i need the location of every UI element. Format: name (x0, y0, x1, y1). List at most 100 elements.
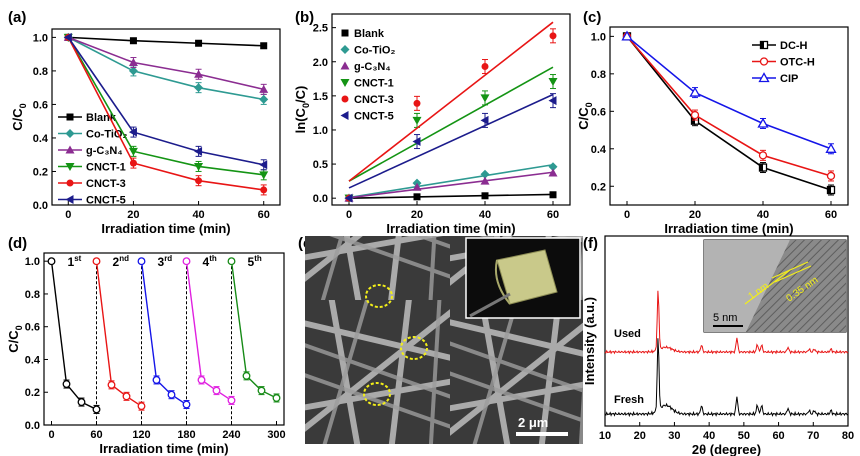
data-point (341, 95, 349, 103)
data-point (194, 146, 203, 156)
fit-line (348, 163, 554, 199)
data-point (194, 83, 204, 93)
y-tick-label: 1.0 (591, 31, 606, 43)
cycle-number: 3 (158, 255, 165, 269)
hrtem-scale-label: 5 nm (713, 312, 737, 324)
data-point (480, 176, 490, 185)
data-point (259, 94, 269, 104)
legend-label: CNCT-1 (354, 78, 394, 90)
data-point (481, 192, 489, 200)
x-tick-label: 70 (807, 430, 819, 442)
xrd-fresh-curve (604, 338, 849, 418)
legend-label: CNCT-5 (354, 111, 394, 123)
data-point-fill (760, 41, 764, 49)
legend-label: CIP (780, 73, 798, 85)
data-point (92, 257, 101, 266)
data-point (212, 386, 221, 395)
chart-a: 0 20 40 60 0.0 0.2 0.4 0.6 0.8 1.0 Irradiation tim… (10, 28, 281, 236)
x-axis-label: Irradiation time (min) (101, 221, 230, 236)
hrtem-inset: 1 nm 0.35 nm 5 nm (703, 239, 847, 333)
data-point (344, 193, 353, 203)
y-tick-label: 0.4 (591, 144, 607, 156)
x-tick-label: 60 (547, 209, 559, 221)
data-point (758, 151, 768, 160)
y-tick-label: 1.0 (33, 32, 48, 44)
data-point (65, 163, 75, 171)
label-part: C (576, 107, 591, 117)
legend-label: g-C₃N₄ (354, 61, 391, 73)
data-point (341, 29, 349, 37)
sem-scale-bar (516, 432, 568, 436)
panel-label-c: (c) (583, 9, 601, 26)
y-tick-label: 2.0 (313, 57, 328, 69)
data-point (549, 32, 557, 40)
y-tick-label: 0.8 (591, 69, 606, 81)
plot-frame (331, 13, 571, 206)
series-line (67, 36, 264, 166)
data-point (480, 115, 489, 125)
legend-label: CNCT-3 (86, 178, 126, 190)
data-point (195, 39, 203, 47)
data-point (63, 32, 72, 42)
legend-label: OTC-H (780, 57, 815, 69)
data-point (340, 79, 350, 87)
y-axis-label: C/C0 (10, 103, 28, 130)
cycle-number: 5 (248, 255, 255, 269)
data-point (757, 117, 769, 128)
data-point (340, 61, 350, 70)
y-tick-label: 0.0 (33, 200, 48, 212)
y-tick-label: 0.2 (33, 166, 48, 178)
x-tick-label: 20 (127, 209, 139, 221)
membrane-photo-inset (465, 237, 581, 319)
data-point (549, 191, 557, 199)
y-tick-label: 1.0 (25, 256, 40, 268)
data-point (621, 30, 633, 41)
chart-d: 0 60 120 180 240 3000.00.20.40.60.81.0Irradia… (6, 252, 286, 456)
hrtem-scale-bar (713, 325, 743, 327)
x-tick-label: 10 (599, 430, 611, 442)
data-point (259, 171, 269, 180)
y-axis-label: C/C0 (6, 325, 24, 352)
data-point (412, 137, 421, 147)
data-point (152, 376, 161, 384)
y-tick-label: 0.6 (591, 106, 606, 118)
x-tick-label: 0 (346, 209, 352, 221)
fit-line (348, 21, 554, 182)
y-tick-label: 0.6 (25, 322, 40, 334)
data-point (107, 380, 116, 389)
data-point (128, 127, 137, 137)
x-tick-label: 60 (772, 430, 784, 442)
data-point (548, 162, 558, 172)
data-point (128, 147, 138, 156)
y-axis-label: Intensity (a.u.) (582, 297, 597, 385)
label-subscript: 0 (584, 102, 594, 107)
data-point-fill (691, 117, 695, 125)
data-point (826, 171, 836, 181)
fit-line (348, 93, 554, 189)
series-line (185, 261, 232, 402)
data-point (137, 402, 146, 411)
legend-label: g-C₃N₄ (86, 145, 123, 157)
x-tick-label: 0 (624, 209, 630, 221)
data-point (227, 257, 236, 266)
data-point (66, 179, 74, 187)
x-tick-label: 40 (479, 209, 491, 221)
x-tick-label: 60 (90, 429, 102, 441)
data-point (481, 63, 489, 71)
fit-line (348, 193, 554, 199)
data-point (825, 142, 837, 153)
data-point (257, 386, 266, 395)
data-point (548, 78, 558, 87)
data-point (548, 96, 557, 106)
data-point (129, 159, 137, 167)
label-part: C (6, 330, 21, 340)
data-point (413, 193, 421, 201)
y-tick-label: 0.6 (33, 99, 48, 111)
x-axis-label: Irradiation time (min) (99, 441, 228, 456)
x-tick-label: 180 (177, 429, 195, 441)
data-point (122, 392, 131, 401)
plot-frame (43, 252, 285, 426)
x-tick-label: 50 (738, 430, 750, 442)
x-axis-label: Irradiation time (min) (664, 221, 793, 236)
